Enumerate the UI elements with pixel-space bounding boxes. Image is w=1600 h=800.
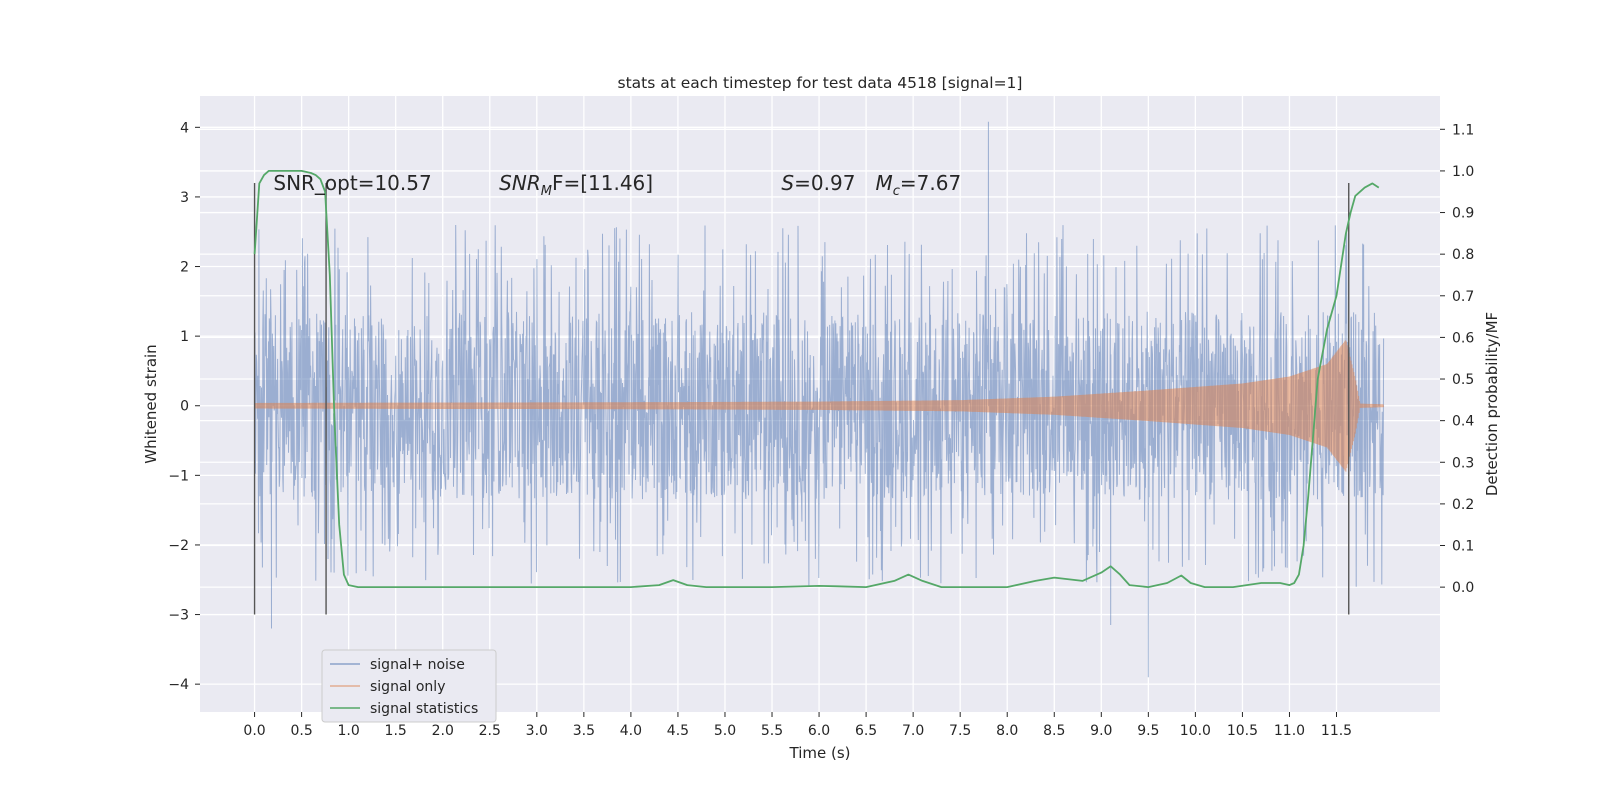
y-tick-label: −1 xyxy=(168,468,189,484)
x-tick-label: 7.5 xyxy=(949,723,971,739)
annotation-snr-opt: SNR_opt=10.57 xyxy=(273,171,431,195)
y-tick-label: −3 xyxy=(168,608,189,624)
stat-s-value: =0.97 xyxy=(794,171,855,195)
right-tick-label: 0.4 xyxy=(1452,414,1474,430)
right-tick-label: 0.7 xyxy=(1452,289,1474,305)
right-tick-label: 1.1 xyxy=(1452,122,1474,138)
y-tick-label: 1 xyxy=(180,329,189,345)
x-axis-ticks: 0.0 0.5 1.0 1.5 2.0 2.5 3.0 3.5 4.0 4.5 5.0 5.5 6.0 6… xyxy=(243,712,1352,739)
y-tick-label: 0 xyxy=(180,399,189,415)
legend: signal+ noise signal only signal statist… xyxy=(321,649,497,723)
x-tick-label: 2.0 xyxy=(432,723,454,739)
x-tick-label: 3.0 xyxy=(526,723,548,739)
right-tick-label: 0.9 xyxy=(1452,206,1474,222)
y-tick-label: −2 xyxy=(168,538,189,554)
signal-noise-line xyxy=(254,121,1385,678)
legend-label-signal-noise: signal+ noise xyxy=(370,657,465,673)
annotation-stat-s: S=0.97 xyxy=(781,171,855,195)
x-tick-label: 1.5 xyxy=(385,723,407,739)
y-axis-label: Whitened strain xyxy=(142,344,160,463)
x-tick-label: 10.0 xyxy=(1180,723,1211,739)
stat-mc-symbol: M xyxy=(876,171,893,195)
vertical-markers xyxy=(253,183,1350,615)
legend-box xyxy=(321,649,497,723)
x-axis-label: Time (s) xyxy=(789,744,851,762)
x-tick-label: 7.0 xyxy=(902,723,924,739)
x-tick-label: 2.5 xyxy=(479,723,501,739)
right-tick-label: 0.0 xyxy=(1452,580,1474,596)
x-tick-label: 8.5 xyxy=(1043,723,1065,739)
legend-label-signal-only: signal only xyxy=(370,679,445,695)
y-axis-ticks: 4 3 2 1 0 −1 −2 −3 −4 xyxy=(168,120,200,693)
x-tick-label: 0.0 xyxy=(243,723,265,739)
x-tick-label: 3.5 xyxy=(573,723,595,739)
snr-mf-symbol: SNR xyxy=(499,171,541,195)
signal-only-series xyxy=(254,340,1385,472)
x-tick-label: 5.0 xyxy=(714,723,736,739)
x-tick-label: 10.5 xyxy=(1227,723,1258,739)
stat-mc-subscript: c xyxy=(893,184,900,199)
stat-mc-value: =7.67 xyxy=(900,171,961,195)
x-tick-label: 4.5 xyxy=(667,723,689,739)
x-tick-label: 5.5 xyxy=(761,723,783,739)
right-tick-label: 0.6 xyxy=(1452,330,1474,346)
signal-noise-series xyxy=(254,121,1385,678)
x-tick-label: 1.0 xyxy=(338,723,360,739)
legend-label-signal-statistics: signal statistics xyxy=(370,701,478,717)
x-tick-label: 6.5 xyxy=(855,723,877,739)
snr-mf-subscript: M xyxy=(541,184,552,199)
chart-title: stats at each timestep for test data 451… xyxy=(618,74,1023,92)
x-tick-label: 9.0 xyxy=(1090,723,1112,739)
x-tick-label: 8.0 xyxy=(996,723,1018,739)
y-tick-label: 2 xyxy=(180,260,189,276)
y-tick-label: −4 xyxy=(168,677,189,693)
annotations: SNR_opt=10.57 SNRMF=[11.46] S=0.97 Mc=7.… xyxy=(273,171,961,199)
x-tick-label: 0.5 xyxy=(290,723,312,739)
right-axis-label: Detection probability/MF xyxy=(1483,312,1501,496)
signal-only-line xyxy=(254,340,1385,472)
right-tick-label: 0.8 xyxy=(1452,247,1474,263)
x-tick-label: 4.0 xyxy=(620,723,642,739)
y-tick-label: 4 xyxy=(180,120,189,136)
right-tick-label: 0.2 xyxy=(1452,497,1474,513)
x-tick-label: 9.5 xyxy=(1137,723,1159,739)
annotation-snr-mf: SNRMF=[11.46] xyxy=(499,171,653,199)
right-tick-label: 0.3 xyxy=(1452,455,1474,471)
x-tick-label: 6.0 xyxy=(808,723,830,739)
snr-opt-text: SNR_opt=10.57 xyxy=(273,171,431,195)
right-tick-label: 0.5 xyxy=(1452,372,1474,388)
snr-mf-value: F=[11.46] xyxy=(552,171,653,195)
right-axis-ticks: 1.1 1.0 0.9 0.8 0.7 0.6 0.5 0.4 0.3 0.2 0.1 0.0 xyxy=(1440,122,1474,596)
right-tick-label: 0.1 xyxy=(1452,539,1474,555)
y-tick-label: 3 xyxy=(180,190,189,206)
x-tick-label: 11.0 xyxy=(1274,723,1305,739)
x-tick-label: 11.5 xyxy=(1321,723,1352,739)
signal-statistics-series xyxy=(253,170,1380,588)
right-tick-label: 1.0 xyxy=(1452,164,1474,180)
stat-s-symbol: S xyxy=(781,171,794,195)
annotation-stat-mc: Mc=7.67 xyxy=(876,171,962,199)
signal-statistics-line xyxy=(253,170,1380,588)
